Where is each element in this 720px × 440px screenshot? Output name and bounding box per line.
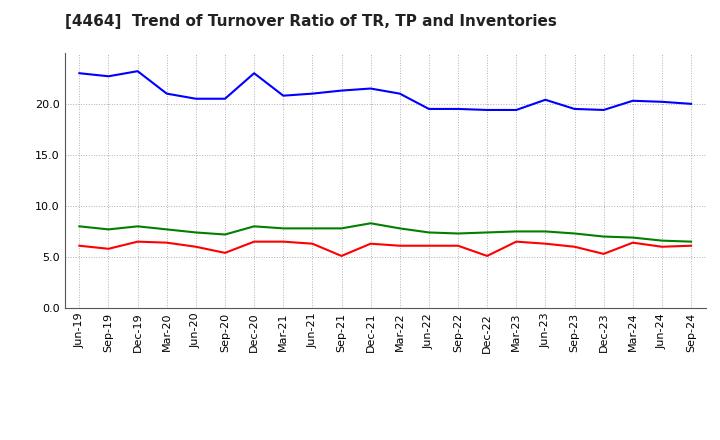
Trade Receivables: [483, 253, 492, 259]
Trade Receivables: [657, 244, 666, 249]
Trade Payables: [133, 69, 142, 74]
Trade Receivables: [454, 243, 462, 248]
Inventories: [279, 226, 287, 231]
Trade Receivables: [425, 243, 433, 248]
Inventories: [192, 230, 200, 235]
Inventories: [687, 239, 696, 244]
Trade Payables: [250, 70, 258, 76]
Line: Trade Payables: Trade Payables: [79, 71, 691, 110]
Inventories: [454, 231, 462, 236]
Trade Receivables: [192, 244, 200, 249]
Inventories: [570, 231, 579, 236]
Trade Receivables: [395, 243, 404, 248]
Trade Payables: [337, 88, 346, 93]
Trade Receivables: [104, 246, 113, 251]
Inventories: [133, 224, 142, 229]
Line: Inventories: Inventories: [79, 223, 691, 242]
Line: Trade Receivables: Trade Receivables: [79, 242, 691, 256]
Inventories: [337, 226, 346, 231]
Inventories: [483, 230, 492, 235]
Trade Payables: [599, 107, 608, 113]
Trade Payables: [75, 70, 84, 76]
Trade Payables: [629, 98, 637, 103]
Trade Receivables: [337, 253, 346, 259]
Inventories: [599, 234, 608, 239]
Trade Receivables: [541, 241, 550, 246]
Trade Receivables: [687, 243, 696, 248]
Inventories: [366, 220, 375, 226]
Inventories: [629, 235, 637, 240]
Inventories: [425, 230, 433, 235]
Trade Payables: [657, 99, 666, 104]
Trade Payables: [454, 106, 462, 112]
Inventories: [250, 224, 258, 229]
Trade Payables: [163, 91, 171, 96]
Trade Payables: [395, 91, 404, 96]
Trade Receivables: [250, 239, 258, 244]
Text: [4464]  Trend of Turnover Ratio of TR, TP and Inventories: [4464] Trend of Turnover Ratio of TR, TP…: [65, 14, 557, 29]
Trade Payables: [483, 107, 492, 113]
Trade Receivables: [279, 239, 287, 244]
Trade Receivables: [75, 243, 84, 248]
Inventories: [657, 238, 666, 243]
Trade Receivables: [512, 239, 521, 244]
Trade Payables: [220, 96, 229, 101]
Trade Payables: [366, 86, 375, 91]
Trade Payables: [192, 96, 200, 101]
Trade Payables: [512, 107, 521, 113]
Trade Payables: [425, 106, 433, 112]
Trade Receivables: [570, 244, 579, 249]
Trade Receivables: [163, 240, 171, 246]
Trade Payables: [104, 73, 113, 79]
Trade Receivables: [599, 251, 608, 257]
Trade Payables: [279, 93, 287, 98]
Inventories: [395, 226, 404, 231]
Trade Receivables: [133, 239, 142, 244]
Trade Receivables: [220, 250, 229, 256]
Trade Payables: [308, 91, 317, 96]
Inventories: [541, 229, 550, 234]
Inventories: [512, 229, 521, 234]
Trade Receivables: [629, 240, 637, 246]
Inventories: [220, 232, 229, 237]
Inventories: [75, 224, 84, 229]
Inventories: [163, 227, 171, 232]
Trade Payables: [541, 97, 550, 103]
Inventories: [308, 226, 317, 231]
Trade Receivables: [308, 241, 317, 246]
Inventories: [104, 227, 113, 232]
Trade Payables: [687, 101, 696, 106]
Trade Receivables: [366, 241, 375, 246]
Trade Payables: [570, 106, 579, 112]
